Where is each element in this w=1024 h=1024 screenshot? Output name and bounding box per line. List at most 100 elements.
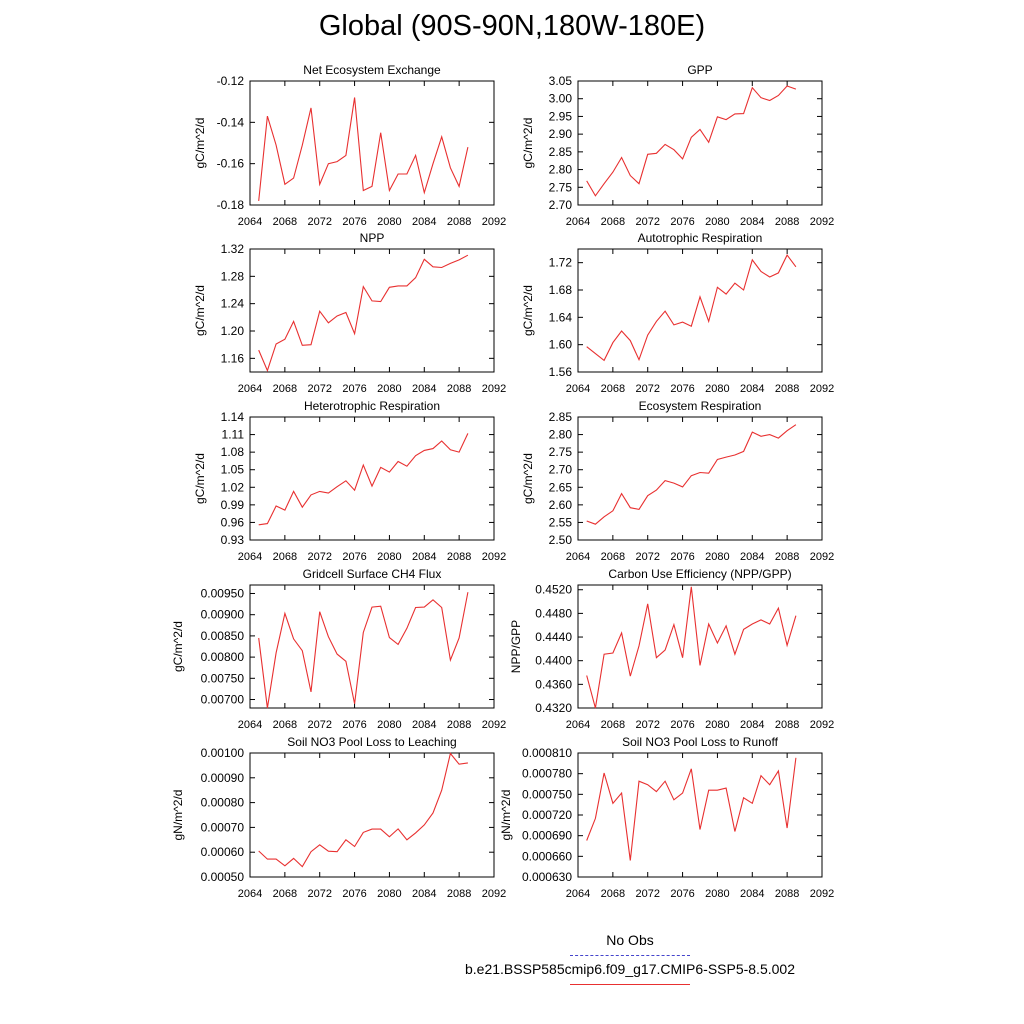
y-tick-label: 1.08	[221, 445, 245, 459]
y-tick-label: 0.000780	[522, 767, 572, 781]
series-line	[586, 424, 797, 525]
x-tick-label: 2080	[705, 216, 729, 228]
x-tick-label: 2068	[601, 216, 625, 228]
y-tick-label: 2.60	[549, 498, 573, 512]
x-tick-label: 2072	[307, 551, 331, 563]
x-tick-label: 2076	[342, 719, 366, 731]
y-axis-label: gC/m^2/d	[521, 285, 535, 336]
y-axis-label: gN/m^2/d	[171, 790, 185, 841]
series-line	[258, 433, 469, 526]
y-tick-label: 2.50	[549, 533, 573, 547]
x-tick-label: 2068	[601, 888, 625, 900]
y-axis-label: gC/m^2/d	[193, 285, 207, 336]
y-tick-label: 0.00950	[201, 586, 245, 600]
y-tick-label: 1.11	[222, 428, 245, 442]
y-tick-label: 2.65	[549, 480, 573, 494]
y-axis-label: gC/m^2/d	[193, 118, 207, 169]
x-tick-label: 2088	[775, 216, 799, 228]
x-tick-label: 2092	[810, 383, 834, 395]
series-line	[586, 254, 797, 362]
x-tick-label: 2088	[775, 551, 799, 563]
x-tick-label: 2064	[238, 216, 262, 228]
chart-panel: Carbon Use Efficiency (NPP/GPP) 2064 2068 2…	[509, 567, 834, 731]
series-line	[586, 757, 797, 861]
plot-frame	[577, 248, 823, 373]
series-line	[258, 97, 469, 201]
y-tick-label: 2.80	[549, 163, 573, 177]
x-tick-label: 2084	[740, 888, 764, 900]
panel-title: Ecosystem Respiration	[639, 399, 762, 413]
panel-title: Heterotrophic Respiration	[304, 399, 440, 413]
y-tick-label: 1.05	[221, 463, 245, 477]
panel-title: Carbon Use Efficiency (NPP/GPP)	[608, 567, 791, 581]
y-tick-label: 0.00850	[201, 629, 245, 643]
y-tick-label: 3.05	[549, 74, 573, 88]
y-tick-label: 2.70	[549, 198, 573, 212]
x-tick-label: 2092	[482, 383, 506, 395]
y-tick-label: 0.96	[221, 515, 245, 529]
y-tick-label: 1.14	[221, 410, 245, 424]
x-tick-label: 2064	[566, 551, 590, 563]
y-axis-label: gC/m^2/d	[193, 453, 207, 504]
series-line	[586, 85, 797, 197]
x-tick-label: 2072	[307, 719, 331, 731]
y-tick-label: 0.000810	[522, 746, 572, 760]
x-tick-label: 2092	[482, 719, 506, 731]
plot-frame	[577, 416, 823, 541]
y-tick-label: 0.4520	[535, 583, 572, 597]
y-tick-label: 0.00050	[201, 870, 245, 884]
y-axis-label: NPP/GPP	[509, 620, 523, 673]
y-tick-label: 1.28	[221, 269, 245, 283]
x-tick-label: 2088	[447, 719, 471, 731]
y-tick-label: 0.00070	[201, 820, 245, 834]
legend-label-no-obs: No Obs	[606, 932, 654, 948]
x-tick-label: 2088	[775, 888, 799, 900]
legend-line-no-obs	[570, 955, 690, 956]
x-tick-label: 2092	[810, 216, 834, 228]
x-tick-label: 2068	[601, 719, 625, 731]
x-tick-label: 2088	[775, 383, 799, 395]
x-tick-label: 2076	[342, 216, 366, 228]
panel-title: Autotrophic Respiration	[638, 231, 763, 245]
y-tick-label: 1.72	[549, 256, 573, 270]
x-tick-label: 2092	[810, 888, 834, 900]
y-tick-label: 0.00060	[201, 845, 245, 859]
y-tick-label: 0.00090	[201, 771, 245, 785]
y-tick-label: 1.56	[549, 365, 573, 379]
y-tick-label: 0.4320	[535, 701, 572, 715]
y-tick-label: 1.20	[221, 324, 245, 338]
x-tick-label: 2076	[670, 888, 694, 900]
x-tick-label: 2072	[635, 383, 659, 395]
plot-frame	[249, 248, 495, 373]
y-tick-label: 1.16	[221, 351, 245, 365]
x-tick-label: 2092	[482, 551, 506, 563]
x-tick-label: 2092	[482, 216, 506, 228]
legend-line-run	[570, 984, 690, 985]
y-axis-label: gC/m^2/d	[521, 453, 535, 504]
x-tick-label: 2092	[482, 888, 506, 900]
y-tick-label: -0.16	[217, 157, 245, 171]
x-tick-label: 2088	[447, 383, 471, 395]
y-axis-label: gN/m^2/d	[499, 790, 513, 841]
panel-title: Soil NO3 Pool Loss to Leaching	[287, 735, 456, 749]
y-tick-label: 1.02	[221, 480, 245, 494]
y-tick-label: 0.00080	[201, 796, 245, 810]
y-tick-label: 0.00900	[201, 608, 245, 622]
x-tick-label: 2064	[238, 551, 262, 563]
x-tick-label: 2076	[342, 383, 366, 395]
plot-frame	[249, 416, 495, 541]
x-tick-label: 2072	[635, 216, 659, 228]
y-tick-label: 0.4440	[535, 630, 572, 644]
y-tick-label: -0.12	[217, 74, 245, 88]
x-tick-label: 2088	[447, 888, 471, 900]
y-tick-label: 1.60	[549, 338, 573, 352]
y-tick-label: 0.00700	[201, 693, 245, 707]
y-tick-label: 0.99	[221, 498, 245, 512]
x-tick-label: 2084	[740, 383, 764, 395]
x-tick-label: 2088	[775, 719, 799, 731]
x-tick-label: 2080	[377, 216, 401, 228]
x-tick-label: 2080	[377, 888, 401, 900]
y-tick-label: 0.000630	[522, 870, 572, 884]
x-tick-label: 2076	[670, 216, 694, 228]
